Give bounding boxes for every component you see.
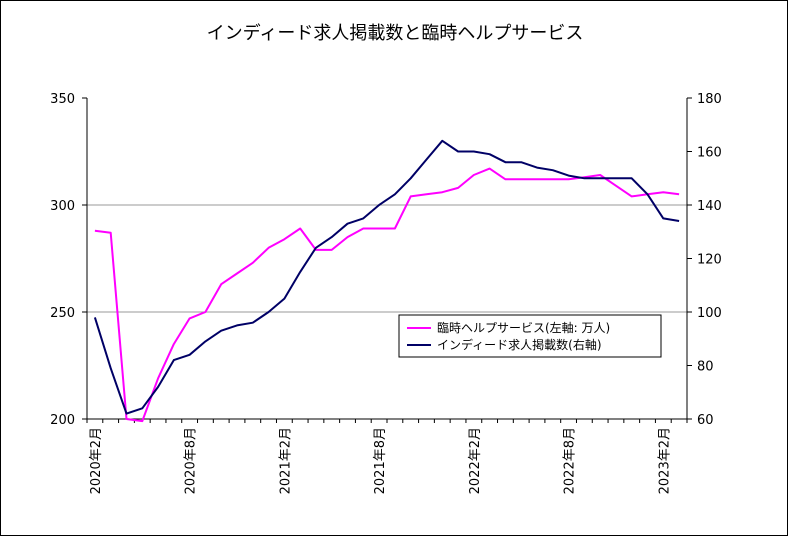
- legend-label: インディード求人掲載数(右軸): [437, 337, 602, 352]
- y-left-tick-label: 250: [50, 306, 75, 321]
- y-right-tick-label: 140: [697, 199, 722, 214]
- y-right-tick-label: 160: [697, 146, 722, 161]
- x-tick-label: 2021年2月: [278, 427, 293, 494]
- axes: 200 250 300 350 60 80 100 120 140 160 180 2020年2月 20…: [50, 92, 722, 494]
- x-tick-label: 2022年2月: [468, 427, 483, 494]
- y-right-tick-label: 60: [697, 413, 714, 428]
- x-tick-label: 2022年8月: [563, 427, 578, 494]
- y-right-tick-label: 100: [697, 306, 722, 321]
- series-line: [94, 167, 680, 423]
- chart-title: インディード求人掲載数と臨時ヘルプサービス: [207, 23, 584, 44]
- y-left-tick-label: 200: [50, 413, 75, 428]
- y-left-tick-label: 300: [50, 199, 75, 214]
- x-tick-label: 2020年2月: [89, 427, 104, 494]
- y-right-tick-label: 180: [697, 92, 722, 107]
- series-lines: [93, 139, 680, 423]
- y-right-tick-label: 120: [697, 253, 722, 268]
- y-right-tick-label: 80: [697, 360, 714, 375]
- x-tick-label: 2021年8月: [373, 427, 388, 494]
- x-tick-label: 2020年8月: [184, 427, 199, 494]
- x-tick-label: 2023年2月: [657, 427, 672, 494]
- legend-label: 臨時ヘルプサービス(左軸: 万人): [437, 320, 610, 335]
- series-line: [93, 139, 680, 415]
- legend: 臨時ヘルプサービス(左軸: 万人) インディード求人掲載数(右軸): [398, 314, 662, 358]
- legend-box: [398, 314, 662, 358]
- gridlines: [87, 204, 687, 313]
- y-left-tick-label: 350: [50, 92, 75, 107]
